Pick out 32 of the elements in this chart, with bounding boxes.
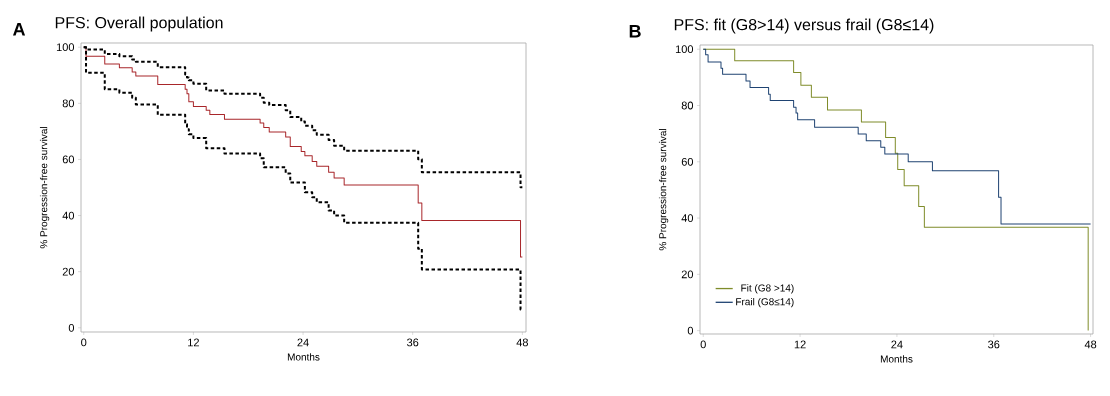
x-axis-title: Months: [880, 355, 913, 363]
x-tick-label: 12: [188, 338, 199, 347]
legend-label: Frail (G8≤14): [736, 297, 794, 308]
y-axis-title: % Progression-free survival: [658, 129, 669, 251]
y-tick-label: 40: [681, 214, 694, 222]
x-tick-label: 0: [81, 338, 87, 347]
y-axis-title: % Progression-free survival: [39, 127, 50, 249]
legend-label: Fit (G8 >14): [741, 284, 794, 294]
y-tick-label: 60: [681, 157, 694, 166]
x-tick-label: 48: [516, 338, 528, 347]
y-tick-label: 20: [681, 270, 694, 279]
y-tick-label: 100: [56, 43, 75, 52]
chart-title: PFS: Overall population: [55, 16, 223, 32]
y-tick-label: 20: [62, 267, 75, 276]
y-tick-label: 0: [68, 323, 75, 332]
y-tick-label: 100: [675, 45, 694, 54]
chart-title: PFS: fit (G8>14) versus frail (G8≤14): [674, 18, 934, 34]
x-tick-label: 12: [794, 340, 806, 349]
y-tick-label: 0: [687, 326, 694, 335]
y-tick-label: 40: [62, 211, 75, 220]
y-tick-label: 80: [681, 101, 694, 110]
text: A: [12, 23, 26, 36]
y-tick-label: 80: [62, 99, 75, 108]
y-tick-label: 60: [62, 155, 75, 164]
x-axis-title: Months: [287, 353, 320, 361]
x-tick-label: 36: [407, 338, 419, 347]
x-tick-label: 36: [988, 340, 1000, 349]
x-tick-label: 24: [297, 338, 309, 347]
text: B: [629, 25, 641, 38]
x-tick-label: 0: [700, 340, 706, 349]
x-tick-label: 48: [1084, 340, 1097, 349]
x-tick-label: 24: [891, 340, 903, 349]
